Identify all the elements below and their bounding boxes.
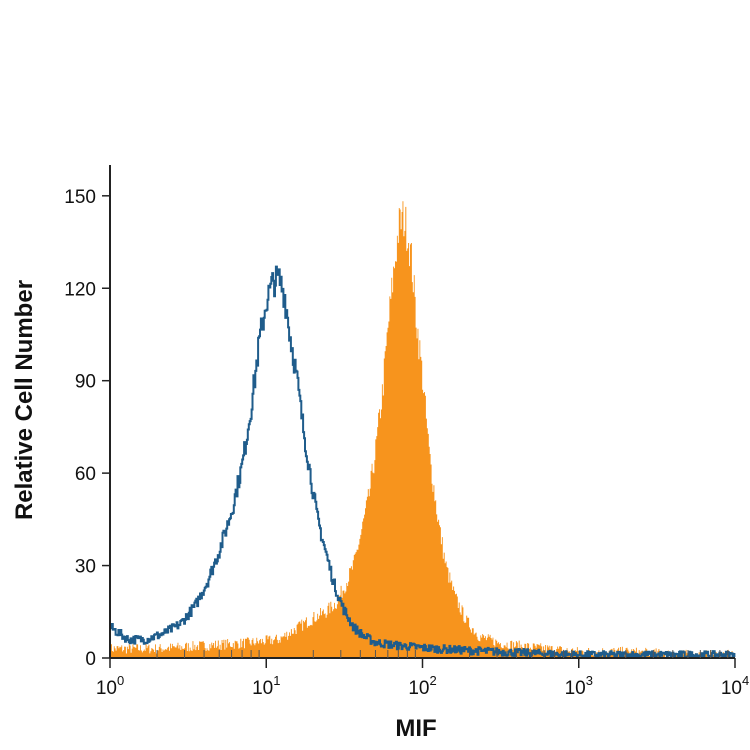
y-tick-label-60: 60 [75, 464, 96, 485]
x-tick-label-1000: 103 [565, 673, 593, 699]
ticks: 0 30 60 90 120 150 100 101 102 103 104 [64, 187, 749, 699]
y-tick-label-0: 0 [85, 649, 96, 670]
series-filled-histogram [110, 201, 735, 659]
y-tick-label-150: 150 [64, 187, 96, 208]
x-tick-label-10: 101 [252, 673, 280, 699]
x-tick-label-1: 100 [96, 673, 124, 699]
plot-area [109, 201, 736, 659]
y-tick-label-30: 30 [75, 557, 96, 578]
x-tick-label-10000: 104 [721, 673, 749, 699]
y-tick-label-120: 120 [64, 279, 96, 300]
x-axis-title: MIF [395, 715, 436, 742]
x-tick-label-100: 102 [408, 673, 436, 699]
y-axis-title: Relative Cell Number [11, 280, 38, 520]
series-outline-histogram [109, 265, 736, 659]
y-tick-label-90: 90 [75, 372, 96, 393]
